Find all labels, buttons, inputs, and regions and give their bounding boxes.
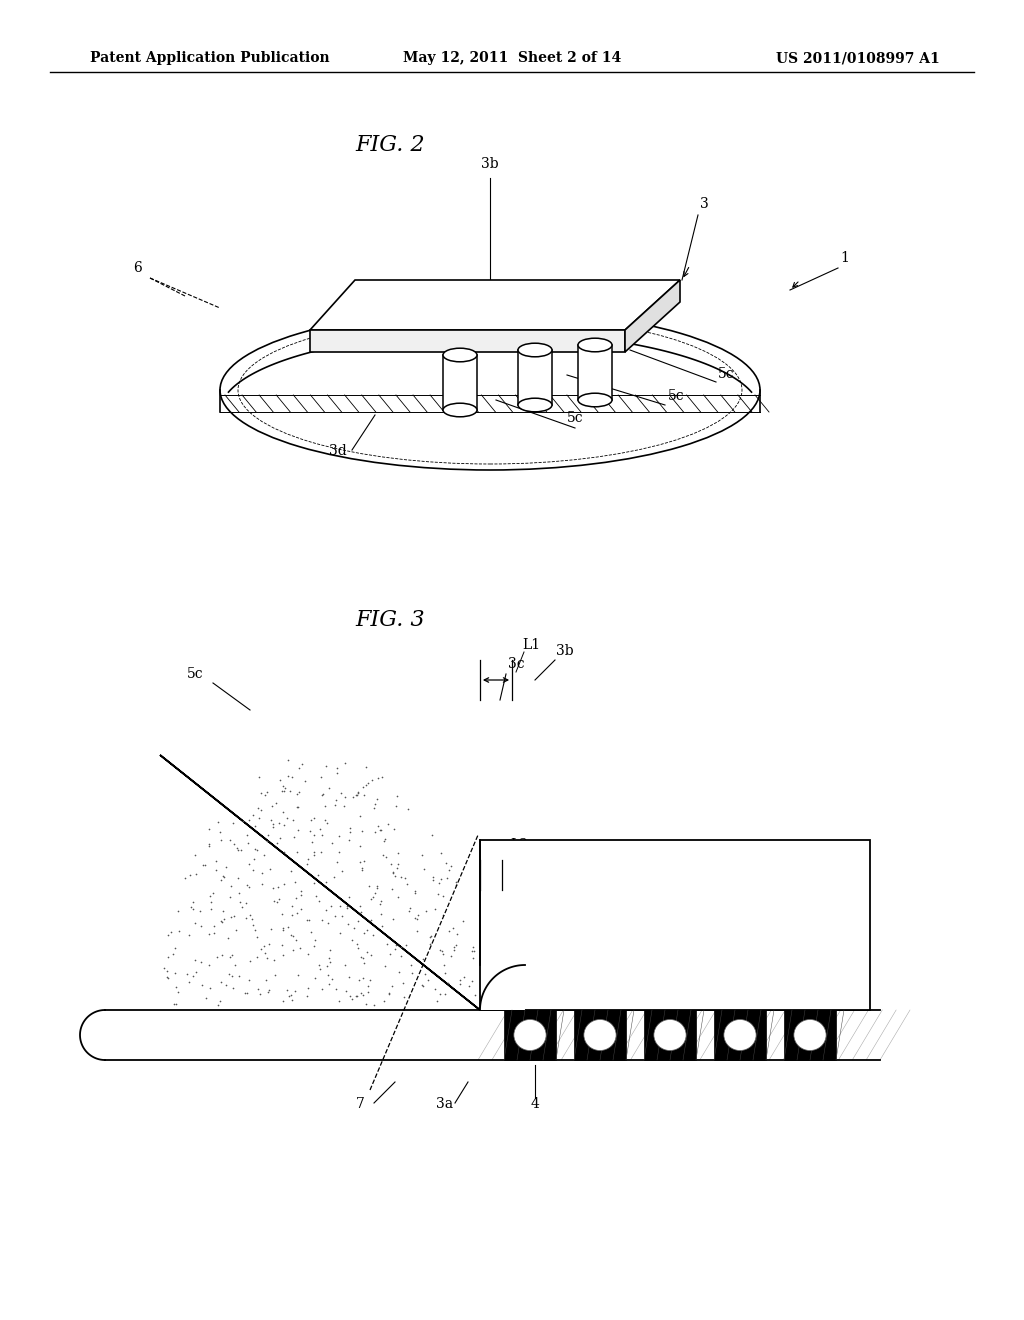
Text: 5c: 5c xyxy=(566,411,584,425)
Ellipse shape xyxy=(724,1019,756,1051)
Text: 3b: 3b xyxy=(556,644,573,657)
Text: 1: 1 xyxy=(751,879,760,894)
Text: 5c: 5c xyxy=(718,367,734,381)
Text: 6: 6 xyxy=(133,261,142,275)
Ellipse shape xyxy=(578,338,612,352)
Ellipse shape xyxy=(518,343,552,356)
Text: Patent Application Publication: Patent Application Publication xyxy=(90,51,330,65)
Polygon shape xyxy=(518,350,552,405)
Text: L2: L2 xyxy=(510,838,528,851)
FancyBboxPatch shape xyxy=(480,840,870,1010)
Polygon shape xyxy=(310,330,625,352)
Polygon shape xyxy=(310,280,680,330)
FancyBboxPatch shape xyxy=(714,1010,766,1060)
Ellipse shape xyxy=(220,310,760,470)
Text: 5c: 5c xyxy=(186,667,204,681)
Text: US 2011/0108997 A1: US 2011/0108997 A1 xyxy=(776,51,940,65)
Polygon shape xyxy=(443,355,477,411)
Text: 3c: 3c xyxy=(508,657,524,671)
Text: 1: 1 xyxy=(841,251,850,265)
Ellipse shape xyxy=(443,348,477,362)
FancyBboxPatch shape xyxy=(105,1010,880,1060)
Polygon shape xyxy=(625,280,680,352)
Text: L1: L1 xyxy=(522,638,540,652)
Ellipse shape xyxy=(578,393,612,407)
FancyBboxPatch shape xyxy=(504,1010,556,1060)
Ellipse shape xyxy=(443,403,477,417)
Text: May 12, 2011  Sheet 2 of 14: May 12, 2011 Sheet 2 of 14 xyxy=(402,51,622,65)
Text: 3b: 3b xyxy=(481,157,499,172)
Polygon shape xyxy=(578,345,612,400)
Text: 3: 3 xyxy=(700,197,709,211)
Text: 5c: 5c xyxy=(668,389,685,403)
Polygon shape xyxy=(160,755,480,1010)
Text: FIG. 3: FIG. 3 xyxy=(355,609,425,631)
Ellipse shape xyxy=(584,1019,616,1051)
FancyBboxPatch shape xyxy=(574,1010,626,1060)
Polygon shape xyxy=(480,965,525,1010)
Text: 3d: 3d xyxy=(329,444,347,458)
Ellipse shape xyxy=(654,1019,686,1051)
FancyBboxPatch shape xyxy=(784,1010,836,1060)
Text: 7: 7 xyxy=(355,1097,365,1111)
Ellipse shape xyxy=(518,399,552,412)
Ellipse shape xyxy=(514,1019,546,1051)
FancyBboxPatch shape xyxy=(644,1010,696,1060)
Text: FIG. 2: FIG. 2 xyxy=(355,135,425,156)
Text: 3a: 3a xyxy=(436,1097,454,1111)
Text: 4: 4 xyxy=(530,1097,540,1111)
Ellipse shape xyxy=(794,1019,826,1051)
